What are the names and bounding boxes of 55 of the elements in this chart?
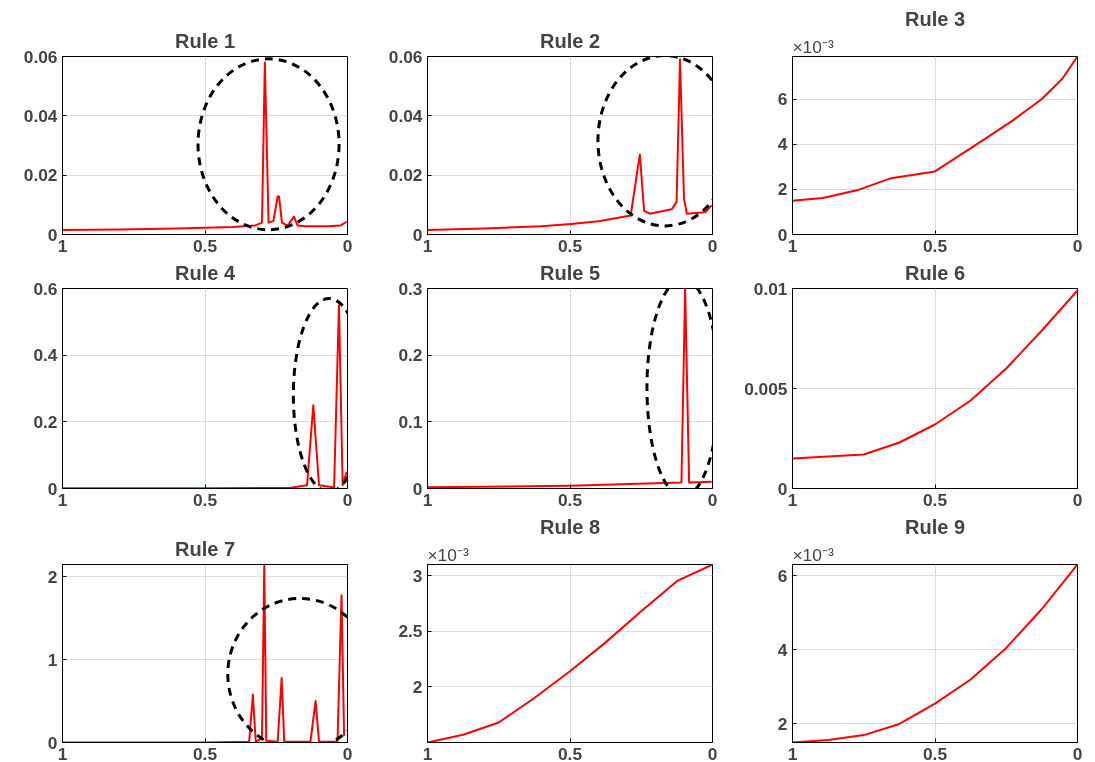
x-tick-label: 0 [1072, 743, 1083, 762]
y-tick-label: 4 [777, 134, 788, 155]
y-tick-label: 4 [777, 639, 788, 660]
text: ×10⁻³ [427, 544, 469, 565]
y-tick-label: 2 [777, 179, 788, 200]
x-tick-label: 0 [707, 489, 718, 510]
chart-title: Rule 5 [539, 261, 601, 284]
text: ×10⁻³ [792, 36, 834, 57]
y-tick-label: 0.04 [23, 105, 58, 126]
x-tick-label: 0 [1072, 235, 1083, 256]
x-tick-label: 0.5 [922, 235, 948, 256]
annotation: ×10⁻³ [792, 544, 834, 565]
x-tick-label: 0.5 [922, 743, 948, 762]
y-tick-label: 1 [47, 649, 58, 670]
y-tick-label: 0.04 [388, 105, 423, 126]
chart-title: Rule 1 [174, 29, 236, 52]
x-tick-label: 0 [342, 489, 353, 510]
y-tick-label: 0.01 [753, 278, 788, 299]
y-tick-label: 0.02 [23, 165, 58, 186]
chart-title: Rule 2 [539, 29, 601, 52]
x-tick-label: 0.5 [557, 235, 583, 256]
x-tick-label: 0 [707, 743, 718, 762]
y-tick-label: 0.4 [33, 345, 58, 366]
x-tick-label: 0 [707, 235, 718, 256]
y-tick-label: 2.5 [398, 621, 423, 642]
x-tick-label: 0 [1072, 489, 1083, 510]
y-tick-label: 0.2 [33, 411, 58, 432]
chart-title: Rule 8 [539, 515, 601, 538]
y-tick-label: 0.005 [744, 378, 788, 399]
x-tick-label: 0.5 [557, 743, 583, 762]
y-tick-label: 0.1 [398, 411, 423, 432]
x-tick-label: 0.5 [192, 235, 218, 256]
y-tick-label: 2 [47, 566, 58, 587]
chart-title: Rule 7 [174, 537, 236, 560]
y-tick-label: 3 [412, 565, 423, 586]
x-tick-label: 0.5 [192, 489, 218, 510]
y-tick-label: 2 [777, 713, 788, 734]
x-tick-label: 0.5 [557, 489, 583, 510]
y-tick-label: 6 [777, 89, 788, 110]
y-tick-label: 0.06 [388, 46, 423, 67]
y-tick-label: 0.2 [398, 345, 423, 366]
chart-title: Rule 4 [174, 261, 236, 284]
x-tick-label: 0.5 [192, 743, 218, 762]
chart-title: Rule 6 [904, 261, 966, 284]
x-tick-label: 0 [342, 235, 353, 256]
chart-title: Rule 9 [904, 515, 966, 538]
y-tick-label: 0.3 [398, 278, 423, 299]
y-tick-label: 0.6 [33, 278, 58, 299]
x-tick-label: 0 [342, 743, 353, 762]
y-tick-label: 0.06 [23, 46, 58, 67]
chart-title: Rule 3 [904, 7, 966, 30]
y-tick-label: 2 [412, 676, 423, 697]
x-tick-label: 0.5 [922, 489, 948, 510]
y-tick-label: 6 [777, 565, 788, 586]
y-tick-label: 0.02 [388, 165, 423, 186]
